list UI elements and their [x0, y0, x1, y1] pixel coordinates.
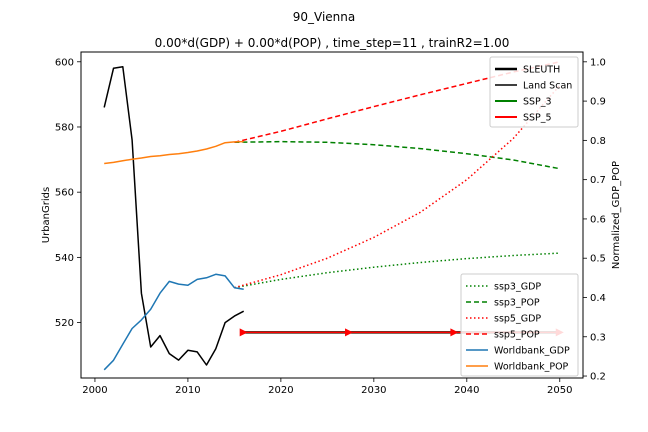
legend-box — [460, 273, 579, 377]
suptitle: 90_Vienna — [293, 10, 356, 24]
y-right-tick-label: 0.5 — [590, 254, 606, 265]
y-right-tick-label: 0.7 — [590, 175, 606, 186]
y-left-tick-label: 540 — [55, 253, 74, 264]
y-axis-left: 520 540 560 580 600 — [55, 57, 81, 329]
legend-label: ssp3_GDP — [494, 282, 541, 293]
y-left-tick-label: 560 — [55, 188, 74, 199]
series-line-ssp3-pop — [234, 140, 560, 170]
legend-label: Land Scan — [523, 81, 572, 92]
series-line-ssp3-gdp — [234, 252, 560, 289]
y-axis-right-label: Normalized_GDP_POP — [611, 161, 622, 269]
chart-title: 0.00*d(GDP) + 0.00*d(POP) , time_step=11… — [155, 36, 510, 50]
series-line-worldbank-pop — [104, 140, 244, 165]
y-axis-left-label: UrbanGrids — [41, 187, 52, 243]
x-tick-label: 2030 — [361, 385, 386, 396]
x-tick-label: 2040 — [454, 385, 479, 396]
legend-label: Worldbank_GDP — [494, 346, 570, 357]
legend-label: SLEUTH — [523, 65, 560, 76]
legend-label: Worldbank_POP — [494, 362, 569, 373]
x-tick-label: 2000 — [82, 385, 107, 396]
arrow-marker — [450, 328, 459, 337]
series-line-ssp5-gdp — [234, 84, 561, 289]
legend-label: ssp5_GDP — [494, 314, 541, 325]
arrow-marker — [345, 328, 354, 337]
legend-label: SSP_5 — [523, 113, 552, 124]
arrow-marker — [239, 328, 248, 337]
series-line-land-scan — [103, 65, 245, 366]
y-left-tick-label: 580 — [55, 122, 74, 133]
legend-right-axis: ssp3_GDP ssp3_POP ssp5_GDP ssp5_POP Worldban… — [460, 273, 579, 377]
x-tick-label: 2010 — [175, 385, 200, 396]
x-tick-label: 2050 — [547, 385, 572, 396]
x-axis: 2000 2010 2020 2030 2040 2050 — [82, 378, 572, 396]
legend-label: ssp3_POP — [494, 298, 540, 309]
plot-frame — [80, 51, 584, 379]
legend-box — [489, 56, 579, 128]
x-tick-label: 2020 — [268, 385, 293, 396]
y-right-tick-label: 0.4 — [590, 293, 606, 304]
series-layer — [103, 61, 564, 371]
legend-left-axis: SLEUTH Land Scan SSP_3 SSP_5 — [489, 56, 579, 128]
series-line-worldbank-gdp — [103, 273, 244, 371]
y-right-tick-label: 0.3 — [590, 332, 606, 343]
legend-label: SSP_3 — [523, 97, 552, 108]
y-axis-right: 0.2 0.3 0.4 0.5 0.6 0.7 0.8 0.9 1.0 — [583, 57, 606, 383]
y-right-tick-label: 0.2 — [590, 372, 606, 383]
y-right-tick-label: 0.8 — [590, 136, 606, 147]
y-right-tick-label: 1.0 — [590, 57, 606, 68]
y-left-tick-label: 520 — [55, 318, 74, 329]
y-right-tick-label: 0.9 — [590, 97, 606, 108]
y-left-tick-label: 600 — [55, 57, 74, 68]
legend-label: ssp5_POP — [494, 330, 540, 341]
y-right-tick-label: 0.6 — [590, 214, 606, 225]
